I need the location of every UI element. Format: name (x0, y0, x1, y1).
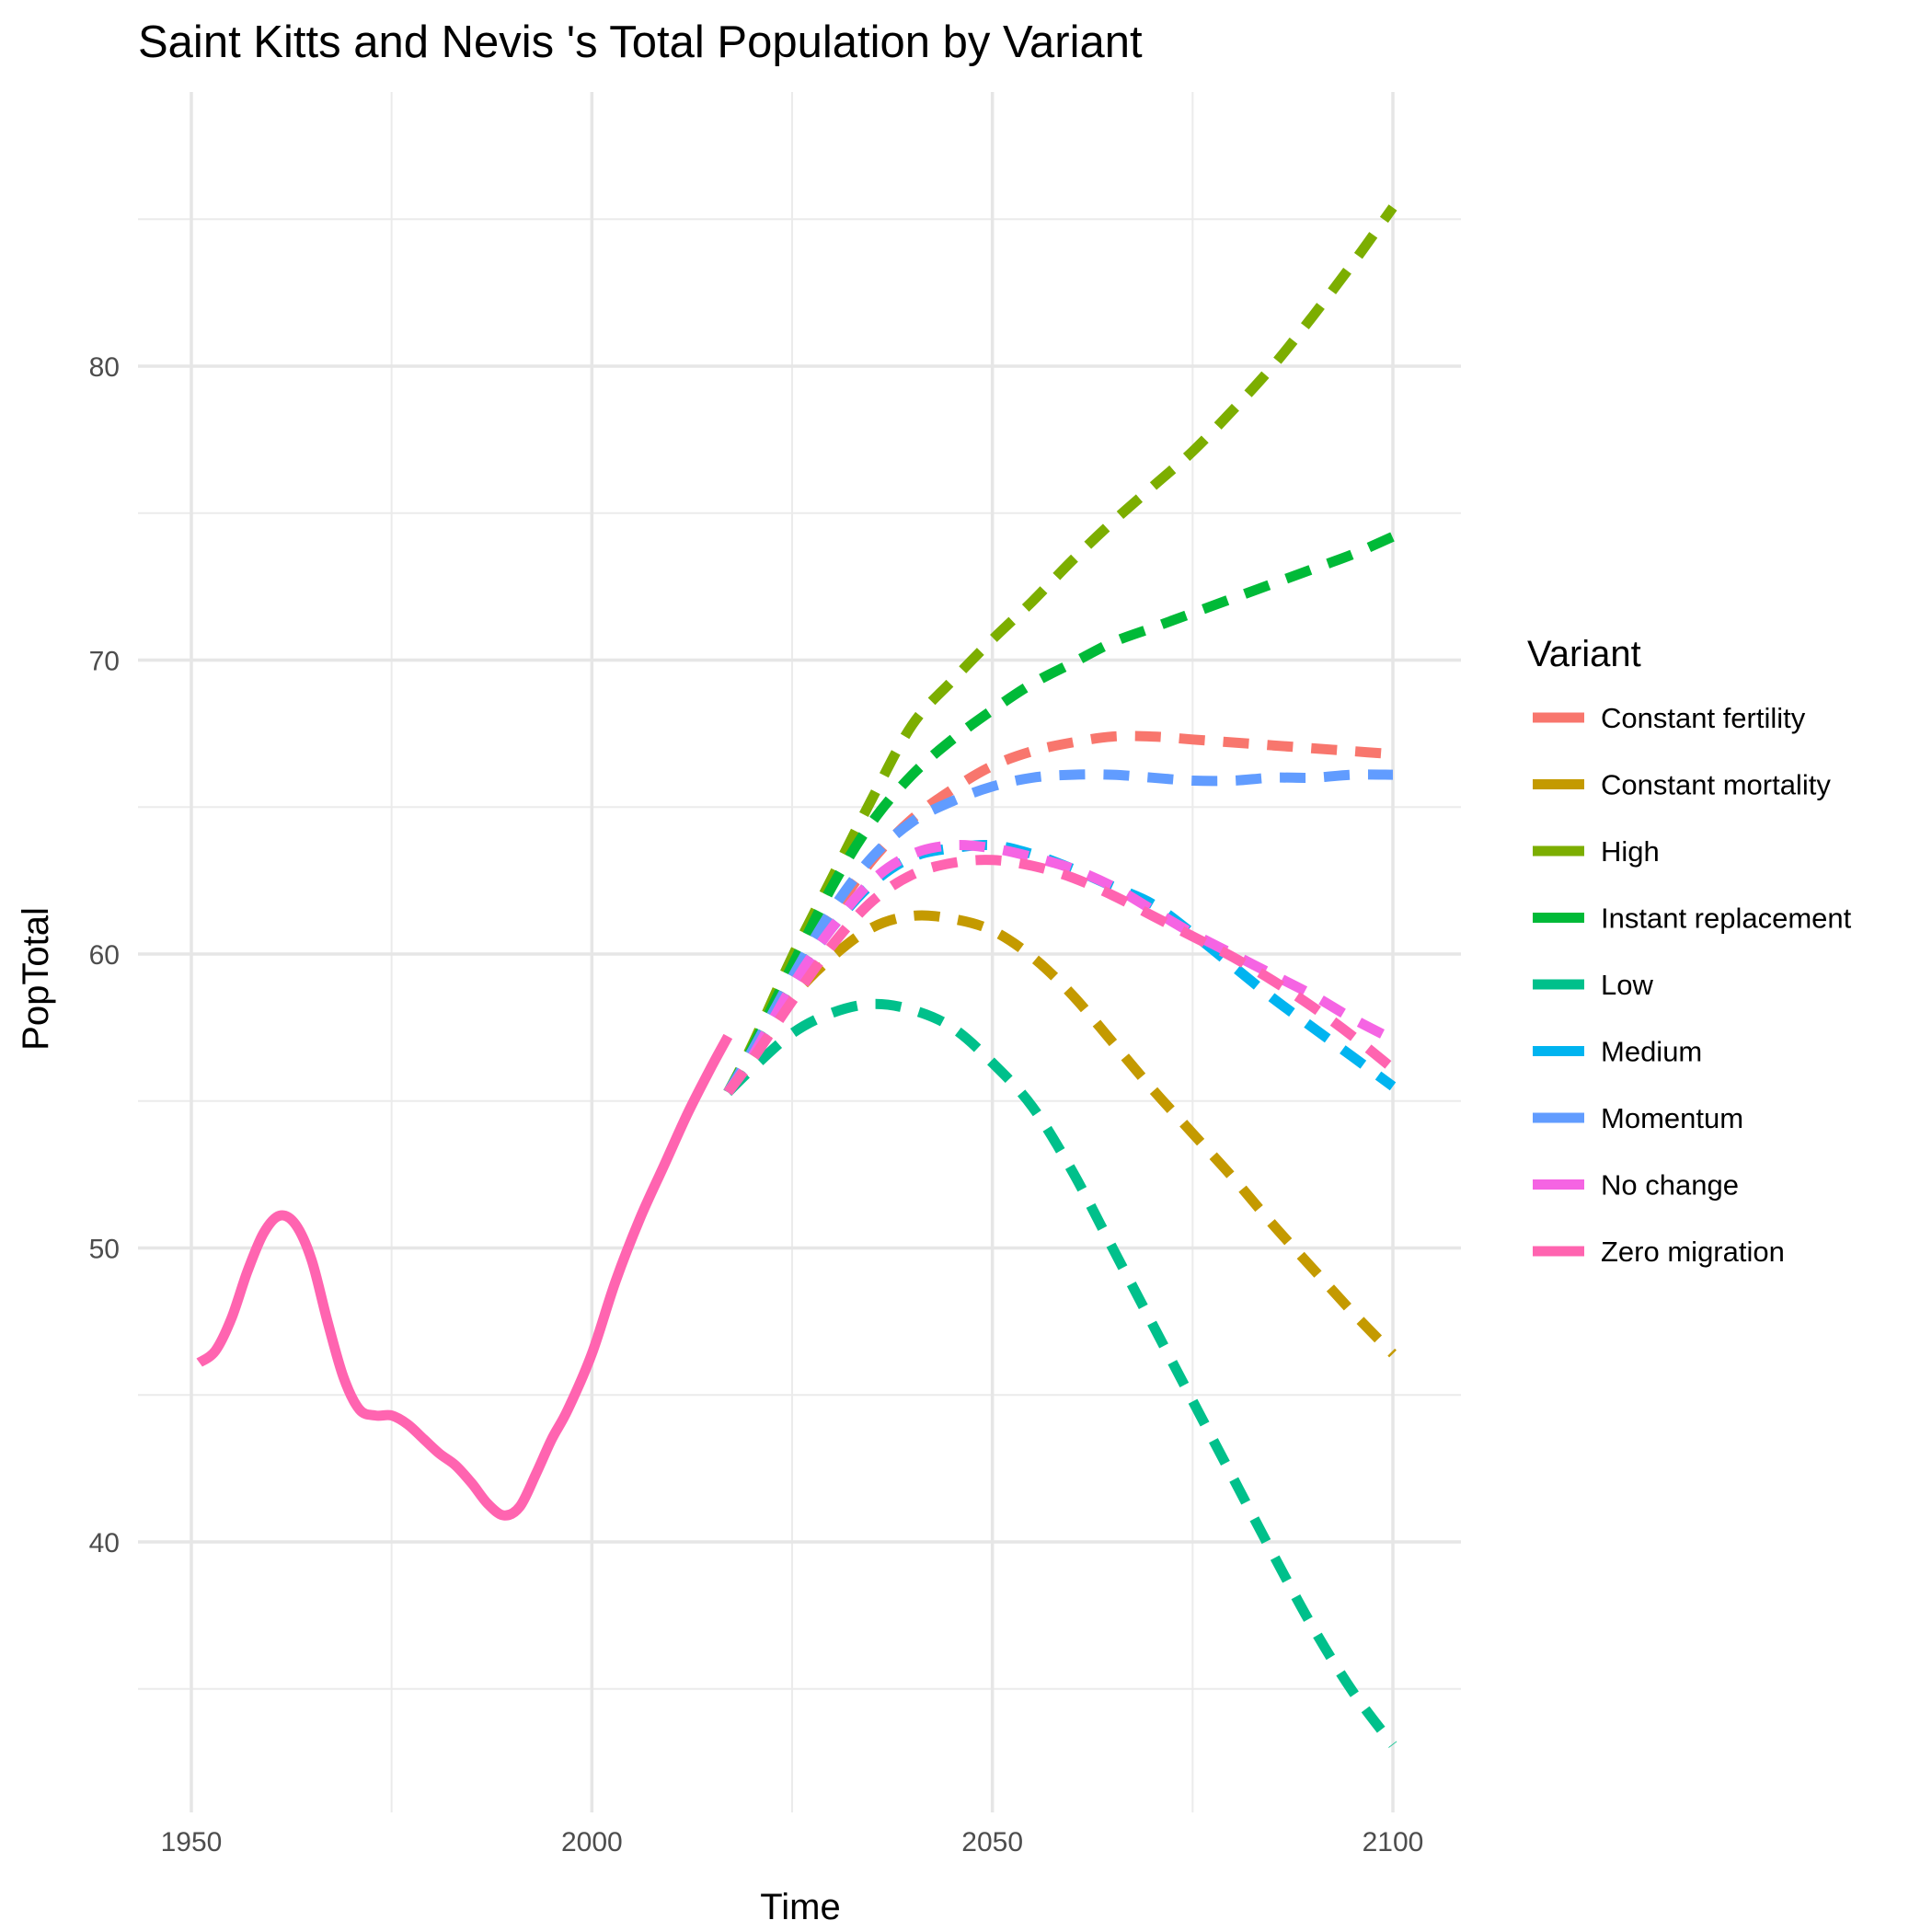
legend-label-zero-migration: Zero migration (1601, 1236, 1785, 1268)
legend-label-constant-fertility: Constant fertility (1601, 702, 1806, 734)
legend-label-low: Low (1601, 969, 1653, 1001)
series-lines (196, 204, 1397, 1748)
grid (138, 92, 1461, 1812)
legend: Variant Constant fertility Constant morta… (1527, 634, 1852, 1268)
x-axis-title: Time (760, 1887, 840, 1927)
series-line-constant-fertility (723, 730, 1394, 1095)
legend-label-momentum: Momentum (1601, 1102, 1743, 1134)
series-line-constant-mortality (723, 910, 1397, 1358)
y-tick-label: 70 (89, 647, 120, 677)
y-tick-label: 40 (89, 1528, 120, 1558)
x-tick-label: 2000 (561, 1827, 623, 1857)
x-tick-labels: 1950 2000 2050 2100 (161, 1827, 1424, 1857)
legend-label-high: High (1601, 835, 1660, 868)
series-line-low (724, 998, 1397, 1748)
x-tick-label: 2050 (961, 1827, 1023, 1857)
y-axis-title: PopTotal (16, 907, 56, 1051)
chart-title: Saint Kitts and Nevis 's Total Populatio… (138, 17, 1143, 67)
series-line-momentum (723, 769, 1394, 1095)
x-tick-label: 1950 (161, 1827, 223, 1857)
series-line-high (723, 204, 1397, 1095)
series-line-instant-replacement (723, 532, 1396, 1095)
y-tick-labels: 40 50 60 70 80 (89, 352, 120, 1558)
historical-line-zero-migration (196, 1033, 733, 1521)
legend-title: Variant (1527, 634, 1641, 674)
series-line-zero-migration (723, 855, 1397, 1096)
y-tick-label: 60 (89, 940, 120, 971)
x-tick-label: 2100 (1363, 1827, 1424, 1857)
y-tick-label: 80 (89, 352, 120, 383)
legend-label-medium: Medium (1601, 1036, 1702, 1068)
legend-label-instant-replacement: Instant replacement (1601, 903, 1852, 935)
legend-label-constant-mortality: Constant mortality (1601, 769, 1831, 801)
legend-label-no-change: No change (1601, 1169, 1739, 1202)
y-tick-label: 50 (89, 1235, 120, 1265)
series-line-medium (723, 840, 1397, 1096)
